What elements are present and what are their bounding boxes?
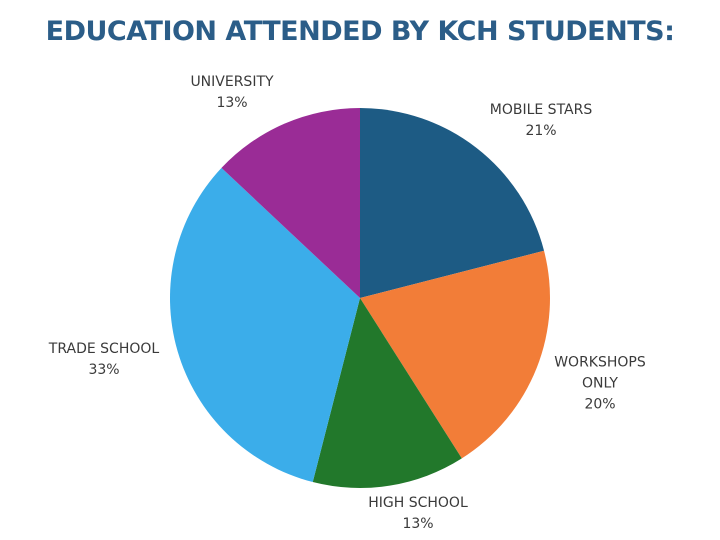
chart-title: EDUCATION ATTENDED BY KCH STUDENTS: — [45, 16, 675, 47]
value-label: 21% — [525, 123, 557, 139]
slice-label: WORKSHOPS ONLY 20% — [550, 353, 650, 416]
slice-label: TRADE SCHOOL 33% — [34, 339, 174, 381]
pie-slice — [312, 298, 462, 489]
category-label: TRADE SCHOOL — [48, 341, 160, 357]
pie-slice — [360, 250, 550, 459]
category-label: HIGH SCHOOL — [368, 495, 468, 511]
category-label: UNIVERSITY — [190, 74, 274, 90]
value-label: 20% — [584, 396, 616, 413]
slice-label: HIGH SCHOOL 13% — [348, 493, 488, 535]
slice-label: UNIVERSITY 13% — [162, 72, 302, 114]
value-label: 13% — [402, 516, 434, 532]
pie-slice — [169, 167, 360, 483]
value-label: 13% — [216, 95, 248, 111]
category-label: MOBILE STARS — [489, 102, 593, 118]
category-label: WORKSHOPS ONLY — [554, 354, 646, 392]
pie-slice — [221, 108, 360, 298]
value-label: 33% — [88, 362, 120, 378]
pie-slice — [360, 108, 545, 298]
slice-label: MOBILE STARS 21% — [471, 100, 611, 142]
